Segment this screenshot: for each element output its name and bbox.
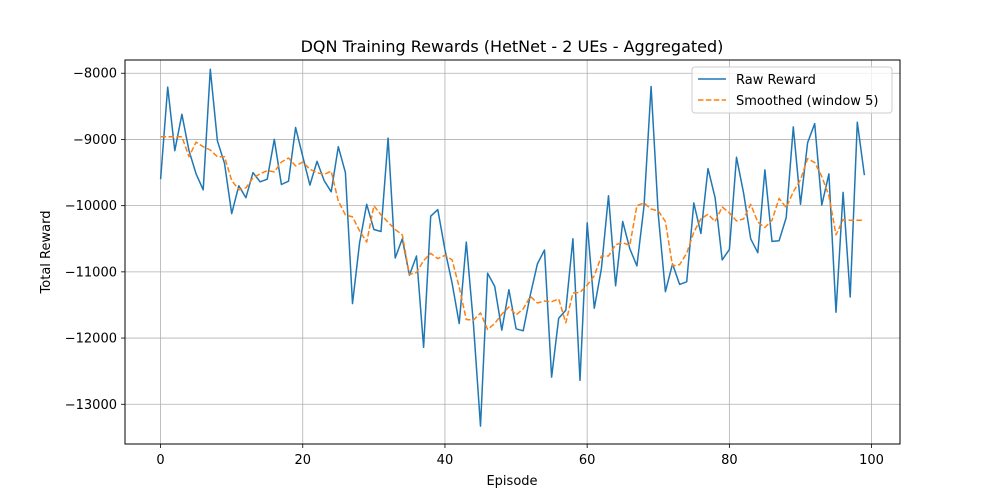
series-lines bbox=[159, 68, 866, 427]
y-tick-label: −10000 bbox=[65, 199, 117, 214]
legend-box bbox=[691, 66, 893, 114]
smoothed-reward-line bbox=[160, 136, 865, 331]
y-tick-label: −9000 bbox=[73, 133, 117, 148]
plot-frame bbox=[124, 59, 901, 445]
y-tick-label: −11000 bbox=[65, 265, 117, 280]
legend-smoothed-label: Smoothed (window 5) bbox=[736, 94, 878, 109]
legend-raw-reward-label: Raw Reward bbox=[736, 73, 816, 88]
raw-reward-line bbox=[159, 68, 866, 427]
chart-title: DQN Training Rewards (HetNet - 2 UEs - A… bbox=[301, 37, 724, 56]
x-tick-label: 40 bbox=[437, 453, 454, 468]
x-tick-label: 0 bbox=[156, 453, 164, 468]
x-tick-label: 60 bbox=[579, 453, 596, 468]
x-tick-label: 20 bbox=[294, 453, 311, 468]
x-tick-label: 80 bbox=[721, 453, 738, 468]
y-tick-label: −12000 bbox=[65, 332, 117, 347]
x-axis-label: Episode bbox=[486, 474, 537, 489]
legend: Raw Reward Smoothed (window 5) bbox=[691, 66, 893, 114]
x-tick-label: 100 bbox=[859, 453, 884, 468]
axis-ticks: 0 20 40 60 80 100 −13000 −12000 −11000 −10000 −900… bbox=[65, 67, 884, 468]
y-tick-label: −13000 bbox=[65, 398, 117, 413]
y-tick-label: −8000 bbox=[73, 67, 117, 82]
y-axis-label: Total Reward bbox=[39, 211, 54, 295]
